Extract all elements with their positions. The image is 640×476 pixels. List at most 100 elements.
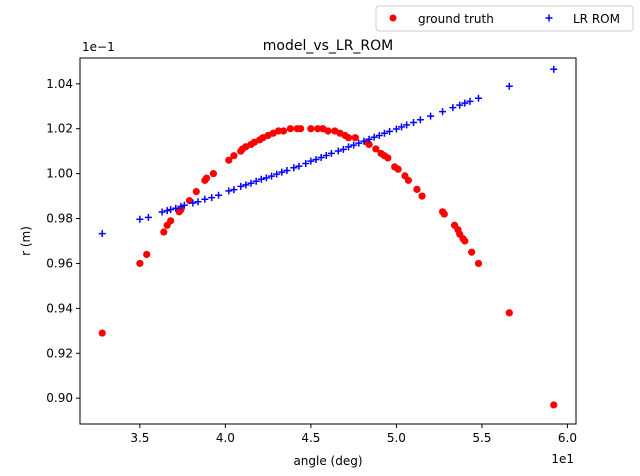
x-tick-label: 6.0	[558, 431, 577, 445]
x-axis-label: angle (deg)	[293, 454, 362, 468]
ground-truth-point	[474, 259, 483, 268]
lr-rom-point	[307, 157, 315, 165]
ground-truth-point	[413, 185, 421, 193]
ground-truth-point	[274, 127, 282, 135]
lr-rom-point	[312, 155, 320, 163]
y-tick-label: 0.96	[46, 256, 73, 270]
lr-rom-point	[505, 82, 513, 90]
lr-rom-point	[98, 230, 106, 238]
ground-truth-point	[167, 217, 175, 225]
ground-truth-point	[209, 170, 218, 178]
lr-rom-point	[189, 199, 197, 207]
x-axis-ticks: 3.5 4.0 4.5 5.0 5.5 6.0	[130, 424, 577, 445]
x-tick-label: 5.0	[387, 431, 406, 445]
lr-rom-point	[194, 198, 202, 206]
lr-rom-point	[177, 202, 185, 210]
ground-truth-point	[372, 145, 380, 153]
lr-rom-point	[456, 101, 464, 109]
lr-rom-point	[158, 208, 166, 216]
legend-box	[375, 5, 634, 32]
y-tick-label: 0.94	[46, 301, 73, 315]
y-tick-label: 1.00	[46, 167, 73, 181]
lr-rom-point	[345, 143, 353, 151]
lr-rom-point	[180, 201, 188, 209]
lr-rom-point	[461, 99, 469, 107]
lr-rom-point	[172, 204, 180, 212]
lr-rom-point	[295, 162, 303, 170]
lr-rom-point	[327, 149, 335, 157]
y-tick-label: 0.98	[46, 212, 73, 226]
ground-truth-point	[307, 125, 315, 133]
plot-area-frame	[79, 57, 577, 425]
lr-rom-point	[201, 195, 209, 203]
lr-rom-point	[427, 112, 435, 120]
chart-title: model_vs_LR_ROM	[263, 38, 394, 54]
ground-truth-point	[279, 127, 288, 135]
lr-rom-point	[247, 179, 255, 187]
lr-rom-point	[242, 181, 250, 189]
lr-rom-point	[322, 151, 330, 159]
lr-rom-point	[360, 137, 368, 145]
ground-truth-point	[192, 188, 200, 196]
lr-rom-point	[375, 131, 383, 139]
ground-truth-point	[404, 176, 412, 184]
lr-rom-point	[215, 191, 223, 199]
series-ground-truth	[98, 125, 558, 409]
lr-rom-point	[136, 215, 144, 223]
series-lr-rom	[98, 65, 558, 238]
ground-truth-point	[324, 127, 332, 135]
lr-rom-point	[339, 145, 347, 153]
lr-rom-point	[398, 123, 406, 131]
ground-truth-point	[136, 259, 144, 268]
lr-rom-point	[365, 135, 373, 143]
ground-truth-point	[418, 192, 426, 200]
x-tick-label: 3.5	[130, 431, 149, 445]
lr-rom-point	[283, 166, 291, 174]
lr-rom-point	[350, 141, 358, 149]
lr-rom-point	[550, 65, 558, 73]
legend-entry-ground-truth: ground truth	[418, 12, 494, 26]
ground-truth-point	[394, 165, 402, 173]
y-tick-label: 1.04	[46, 77, 73, 91]
ground-truth-point	[365, 140, 373, 149]
lr-rom-point	[290, 164, 298, 172]
y-tick-label: 1.02	[46, 122, 73, 136]
ground-truth-point	[160, 228, 168, 236]
lr-rom-point	[370, 133, 378, 141]
lr-rom-point	[225, 187, 233, 195]
lr-rom-point	[302, 160, 310, 168]
legend-marker-ground-truth	[389, 14, 397, 22]
ground-truth-point	[550, 401, 558, 409]
ground-truth-point	[344, 134, 353, 142]
legend-entry-lr-rom: LR ROM	[573, 12, 620, 26]
lr-rom-point	[257, 175, 265, 183]
x-tick-label: 5.5	[472, 431, 491, 445]
lr-rom-point	[230, 186, 238, 194]
ground-truth-point	[351, 134, 359, 142]
y-axis-ticks: 0.90 0.92 0.94 0.96 0.98 1.00 1.02 1.04	[46, 77, 80, 405]
y-tick-label: 0.92	[46, 346, 73, 360]
y-axis-multiplier: 1e−1	[82, 40, 115, 54]
lr-rom-point	[262, 174, 270, 182]
lr-rom-point	[475, 94, 483, 102]
lr-rom-point	[317, 153, 325, 161]
ground-truth-point	[225, 156, 233, 164]
ground-truth-point	[314, 125, 322, 133]
legend-marker-lr-rom	[545, 14, 553, 22]
lr-rom-point	[237, 182, 245, 190]
x-axis-multiplier: 1e1	[551, 452, 574, 466]
ground-truth-point	[468, 248, 476, 256]
lr-rom-point	[273, 170, 281, 178]
x-tick-label: 4.5	[301, 431, 320, 445]
ground-truth-point	[384, 154, 392, 162]
y-axis-label: r (m)	[19, 226, 33, 256]
y-tick-label: 0.90	[46, 391, 73, 405]
ground-truth-point	[286, 125, 294, 133]
lr-rom-point	[466, 97, 474, 105]
lr-rom-point	[268, 172, 276, 180]
ground-truth-point	[440, 210, 448, 218]
ground-truth-point	[143, 250, 151, 259]
ground-truth-point	[202, 174, 211, 182]
